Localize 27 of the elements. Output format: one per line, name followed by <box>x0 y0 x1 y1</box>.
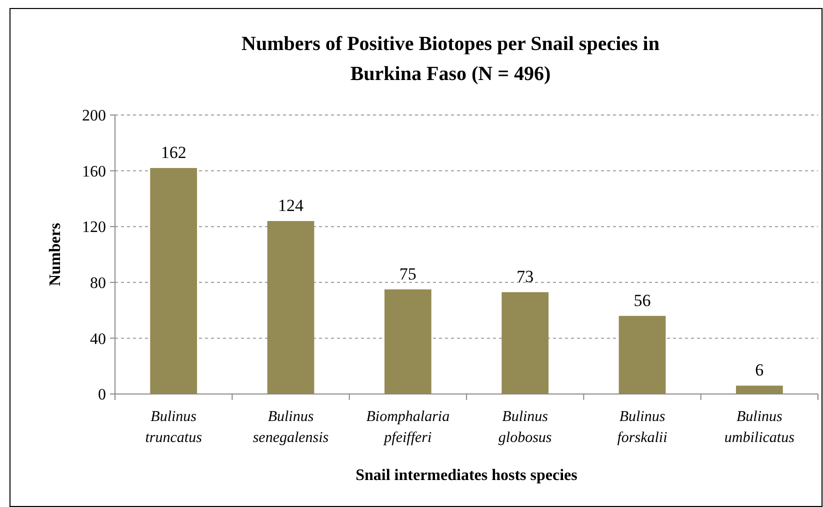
data-label: 162 <box>160 143 186 162</box>
data-label: 124 <box>278 196 304 216</box>
x-tick-label: Bulinus umbilicatus <box>724 409 795 446</box>
y-tick-label: 40 <box>90 330 106 348</box>
x-axis-title: Snail intermediates hosts species <box>356 467 578 484</box>
data-label: 56 <box>634 290 651 310</box>
x-tick-label: Bulinus truncatus <box>145 409 202 446</box>
x-tick-label: Bulinus senegalensis <box>252 409 329 446</box>
y-tick-label: 120 <box>82 219 106 236</box>
chart-title: Numbers of Positive Biotopes per Snail species in Burkina Faso (N = 496) <box>242 33 660 85</box>
bar <box>502 292 549 394</box>
x-tick-label: Biomphalaria pfeifferi <box>366 409 450 446</box>
y-tick-label: 80 <box>90 275 106 292</box>
y-tick-label: 160 <box>82 163 106 180</box>
data-label: 73 <box>516 267 534 286</box>
bar <box>618 316 666 394</box>
bar <box>384 289 432 394</box>
x-tick-label: Bulinus globosus <box>498 409 552 446</box>
y-tick-label: 200 <box>82 108 106 125</box>
bar <box>267 221 314 394</box>
x-tick-label: Bulinus forskalii <box>617 409 668 446</box>
y-tick-label: 0 <box>98 386 106 404</box>
bar <box>736 386 783 394</box>
y-axis-title: Numbers <box>47 222 64 286</box>
data-label: 6 <box>755 360 764 380</box>
data-label: 75 <box>399 264 416 284</box>
bar <box>150 168 198 394</box>
